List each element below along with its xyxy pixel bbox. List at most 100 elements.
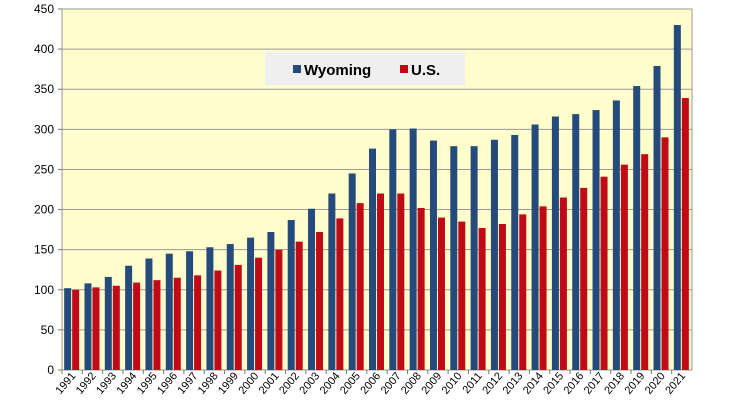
x-tick-label: 1998 [196, 370, 221, 396]
bar-us-2020 [661, 137, 669, 370]
bar-wyoming-2007 [389, 129, 397, 370]
bar-us-2018 [620, 164, 628, 370]
bar-wyoming-1999 [226, 244, 234, 370]
bar-us-1992 [92, 287, 100, 370]
x-tick-label: 2006 [358, 370, 383, 396]
bar-us-1991 [72, 289, 80, 370]
x-tick-label: 2004 [318, 370, 343, 396]
x-tick-label: 2011 [461, 370, 485, 396]
x-tick-label: 2007 [379, 370, 404, 396]
bar-us-2011 [478, 228, 486, 370]
legend-label-us: U.S. [411, 62, 440, 79]
x-tick-label: 2008 [399, 370, 424, 396]
bar-wyoming-2013 [511, 134, 519, 370]
y-tick-label: 400 [34, 42, 54, 56]
x-tick-label: 2005 [338, 370, 363, 396]
bar-wyoming-2017 [592, 110, 600, 370]
bar-us-2009 [437, 217, 445, 370]
bar-us-2021 [681, 98, 689, 371]
bar-us-2000 [255, 257, 263, 370]
x-tick-label: 1997 [175, 370, 200, 396]
x-tick-label: 2002 [277, 370, 302, 396]
x-tick-label: 1995 [135, 370, 160, 396]
bar-us-2004 [336, 218, 344, 370]
bar-us-2008 [417, 207, 425, 370]
x-tick-label: 2018 [602, 370, 627, 396]
bar-us-1996 [173, 277, 181, 370]
bar-wyoming-1998 [206, 247, 214, 370]
bar-us-1997 [194, 275, 202, 370]
bar-wyoming-2018 [612, 100, 620, 370]
bar-wyoming-1992 [84, 283, 92, 370]
bar-wyoming-1995 [145, 258, 153, 370]
y-tick-label: 350 [34, 82, 54, 96]
bar-us-1994 [133, 282, 141, 370]
x-tick-label: 2014 [521, 370, 546, 396]
bar-us-1998 [214, 270, 222, 370]
x-tick-label: 2010 [440, 370, 465, 396]
bar-us-2015 [559, 197, 567, 370]
y-tick-label: 150 [34, 243, 54, 257]
bar-wyoming-2004 [328, 193, 336, 370]
x-tick-label: 2000 [236, 370, 261, 396]
bar-us-2006 [377, 193, 384, 370]
bar-us-2013 [519, 214, 527, 370]
y-tick-label: 250 [34, 162, 54, 176]
x-tick-label: 2003 [297, 370, 322, 396]
bar-wyoming-2001 [267, 232, 275, 370]
bar-us-2016 [580, 187, 588, 370]
x-tick-label: 1999 [216, 370, 241, 396]
x-tick-label: 1996 [155, 370, 180, 396]
bar-wyoming-2002 [287, 219, 295, 370]
bar-wyoming-1991 [64, 288, 72, 370]
bar-us-2001 [275, 249, 283, 370]
bar-wyoming-2009 [429, 140, 437, 370]
y-tick-label: 450 [34, 2, 54, 16]
x-tick-label: 2015 [541, 370, 566, 396]
bar-wyoming-2000 [247, 237, 255, 370]
bar-wyoming-2003 [308, 208, 316, 370]
bar-wyoming-1993 [104, 276, 112, 370]
bar-wyoming-1996 [165, 253, 173, 370]
x-tick-label: 2016 [562, 370, 587, 396]
y-tick-label: 200 [34, 203, 54, 217]
x-tick-label: 2020 [643, 370, 668, 396]
bar-us-2019 [641, 154, 649, 370]
bar-wyoming-2005 [348, 173, 356, 370]
bar-wyoming-2019 [633, 86, 641, 370]
legend-swatch-wyoming [293, 65, 301, 73]
bar-us-2014 [539, 206, 547, 370]
bar-us-2012 [498, 223, 506, 370]
bar-wyoming-2012 [490, 139, 498, 370]
bar-us-2002 [295, 241, 303, 370]
x-tick-label: 2009 [419, 370, 444, 396]
bar-wyoming-2020 [653, 65, 661, 371]
x-tick-label: 2017 [582, 370, 607, 396]
y-tick-label: 50 [41, 323, 55, 337]
bar-us-1999 [234, 264, 242, 370]
bar-wyoming-2008 [409, 128, 417, 370]
y-tick-label: 300 [34, 122, 54, 136]
y-tick-label: 100 [34, 283, 54, 297]
x-tick-label: 1991 [54, 370, 79, 396]
bar-us-2007 [397, 193, 405, 370]
x-tick-label: 1992 [74, 370, 99, 396]
x-tick-label: 2021 [663, 370, 688, 396]
x-tick-label: 2013 [501, 370, 526, 396]
bar-wyoming-2014 [531, 124, 539, 371]
x-tick-label: 2001 [257, 370, 282, 396]
bar-us-1995 [153, 280, 161, 370]
bar-wyoming-1997 [186, 251, 194, 370]
bar-us-2017 [600, 176, 608, 370]
y-tick-label: 0 [47, 363, 54, 377]
x-tick-label: 1994 [114, 370, 139, 396]
x-tick-label: 2019 [623, 370, 648, 396]
bar-wyoming-2011 [470, 146, 478, 370]
bar-wyoming-2016 [572, 114, 580, 370]
bar-us-2005 [356, 203, 364, 370]
bar-us-2003 [316, 232, 324, 370]
bar-wyoming-1994 [125, 265, 133, 370]
bar-wyoming-2021 [673, 25, 681, 371]
bar-us-1993 [112, 285, 120, 370]
